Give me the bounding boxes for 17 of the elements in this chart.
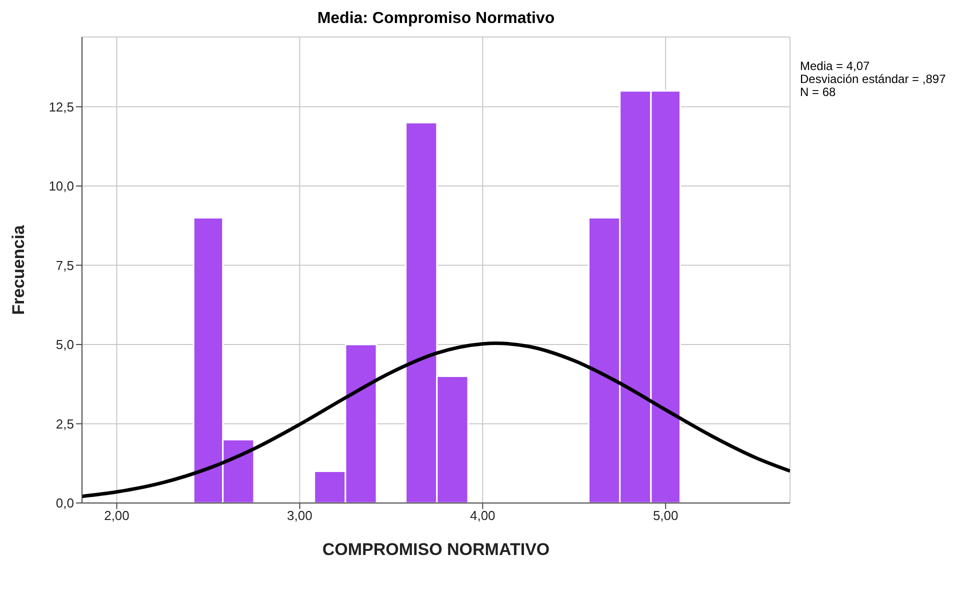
y-tick-label: 2,5 — [56, 416, 74, 432]
y-tick-label: 5,0 — [56, 337, 74, 352]
x-tick-label: 2,00 — [104, 508, 130, 524]
y-tick-label: 7,5 — [56, 258, 74, 273]
text: Media = 4,07 — [800, 59, 871, 73]
text: N = 68 — [800, 85, 837, 99]
y-tick-label: 12,5 — [48, 99, 74, 114]
text: Desviación estándar = ,897 — [800, 72, 946, 86]
y-axis-title: Frecuencia — [9, 224, 28, 315]
chart-title: Media: Compromiso Normativo — [316, 10, 556, 28]
x-tick-label: 5,00 — [652, 508, 678, 524]
x-tick-label: 4,00 — [470, 508, 496, 524]
y-tick-label: 10,0 — [48, 178, 74, 194]
line-series — [82, 341, 790, 498]
y-tick-label: 0,0 — [56, 496, 74, 511]
x-tick-label: 3,00 — [287, 508, 312, 524]
x-axis-title: COMPROMISO NORMATIVO — [322, 540, 550, 559]
